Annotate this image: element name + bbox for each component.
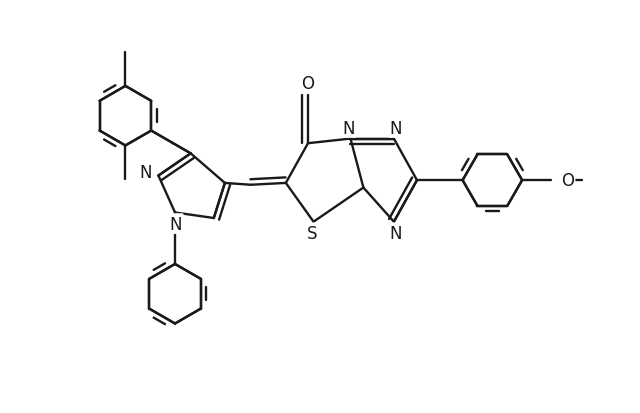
Text: N: N [390, 119, 402, 137]
Text: N: N [342, 119, 355, 137]
Text: N: N [170, 215, 182, 233]
Text: S: S [307, 224, 318, 242]
Text: N: N [390, 224, 402, 242]
Text: O: O [301, 75, 314, 93]
Text: O: O [561, 172, 574, 190]
Text: N: N [140, 164, 152, 181]
